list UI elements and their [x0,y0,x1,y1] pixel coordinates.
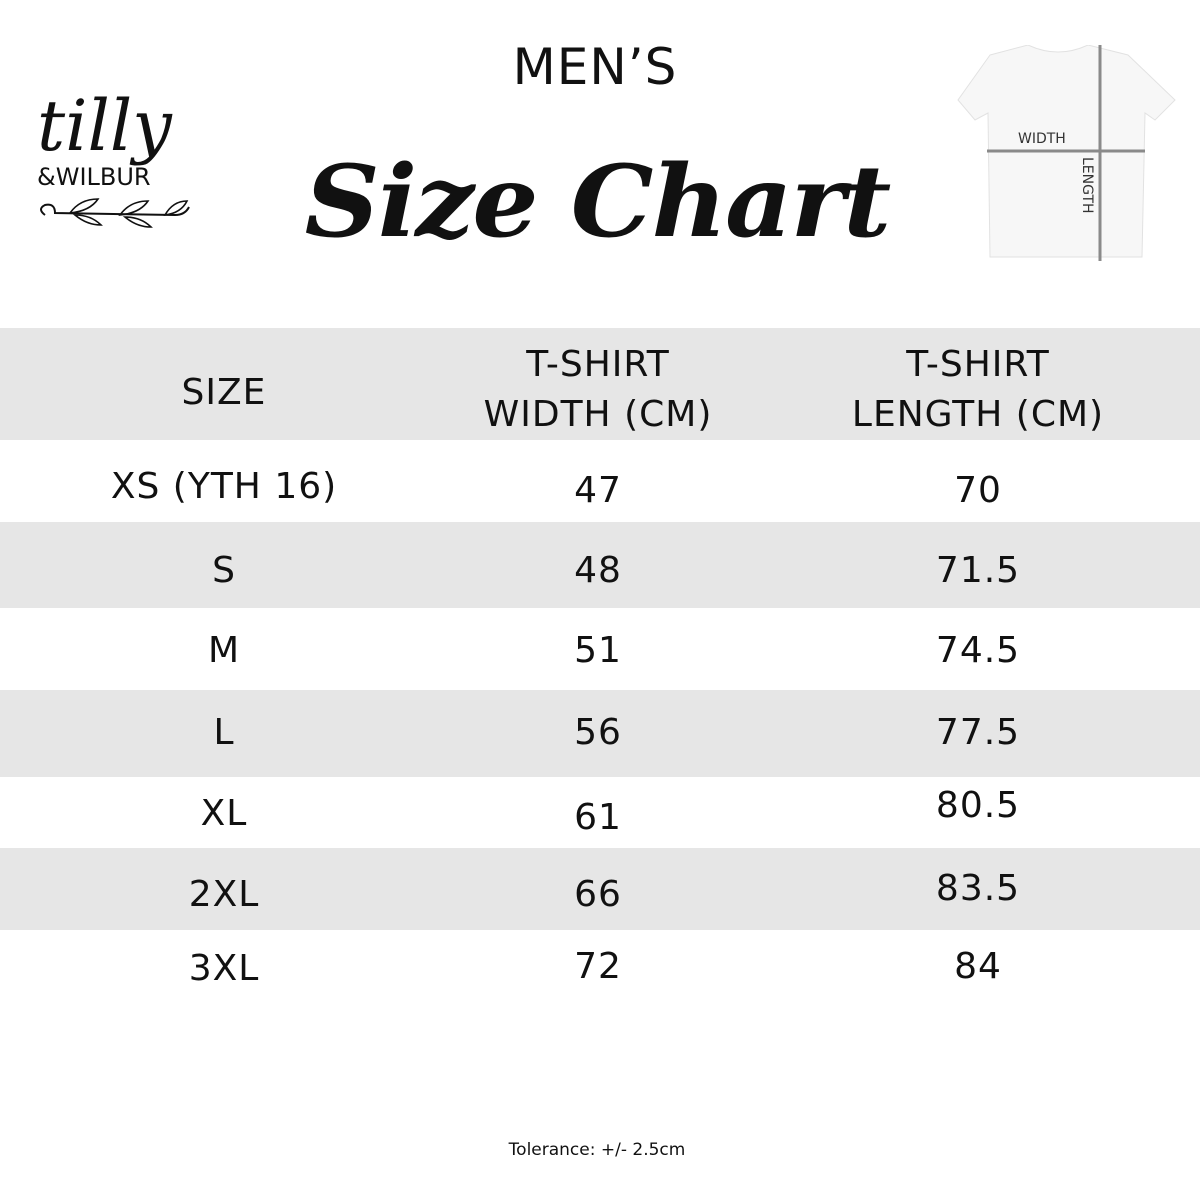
table-row: XL 61 80.5 [0,777,1200,848]
tilly-wilbur-logo: tilly &WILBUR [37,85,190,228]
table-row: 3XL 72 84 [0,930,1200,1012]
tolerance-note: Tolerance: +/- 2.5cm [508,1140,686,1160]
length-cell: 83.5 [935,868,1021,909]
column-header-line: T-SHIRT [906,344,1050,385]
column-header-line: WIDTH (CM) [483,394,713,435]
width-cell: 47 [574,470,622,511]
column-header: T-SHIRT LENGTH (CM) [852,340,1104,440]
tshirt-measurement-diagram: WIDTH LENGTH [957,45,1176,261]
length-label: LENGTH [1079,157,1095,214]
width-label: WIDTH [1018,131,1066,147]
length-cell: 77.5 [935,712,1021,753]
length-cell: 70 [954,470,1002,511]
size-cell: L [213,712,235,753]
table-row: L 56 77.5 [0,690,1200,777]
width-cell: 72 [574,946,622,987]
size-cell: XL [200,793,248,834]
width-cell: 61 [574,797,622,838]
table-row: S 48 71.5 [0,522,1200,608]
length-cell: 84 [954,946,1002,987]
size-cell: 2XL [188,874,260,915]
width-cell: 48 [574,550,622,591]
column-header-line: LENGTH (CM) [851,394,1105,435]
table-header-row: SIZE T-SHIRT WIDTH (CM) T-SHIRT LENGTH (CM) [0,328,1200,440]
page-title: Size Chart [304,143,892,260]
width-cell: 66 [574,874,622,915]
svg-text:&WILBUR: &WILBUR [37,163,151,191]
length-cell: 74.5 [935,630,1021,671]
size-cell: XS (YTH 16) [110,466,338,507]
column-header: SIZE [182,368,267,418]
column-header-line: T-SHIRT [526,344,670,385]
width-cell: 51 [574,630,622,671]
subtitle: MEN’S [512,38,678,96]
svg-text:tilly: tilly [37,85,173,167]
size-cell: S [212,550,236,591]
column-header-line: SIZE [181,372,267,413]
size-cell: 3XL [188,948,260,989]
column-header: T-SHIRT WIDTH (CM) [484,340,713,440]
width-cell: 56 [574,712,622,753]
size-cell: M [207,630,241,671]
table-row: 2XL 66 83.5 [0,848,1200,930]
table-row: XS (YTH 16) 47 70 [0,440,1200,522]
length-cell: 71.5 [935,550,1021,591]
table-row: M 51 74.5 [0,608,1200,690]
length-cell: 80.5 [935,785,1021,826]
